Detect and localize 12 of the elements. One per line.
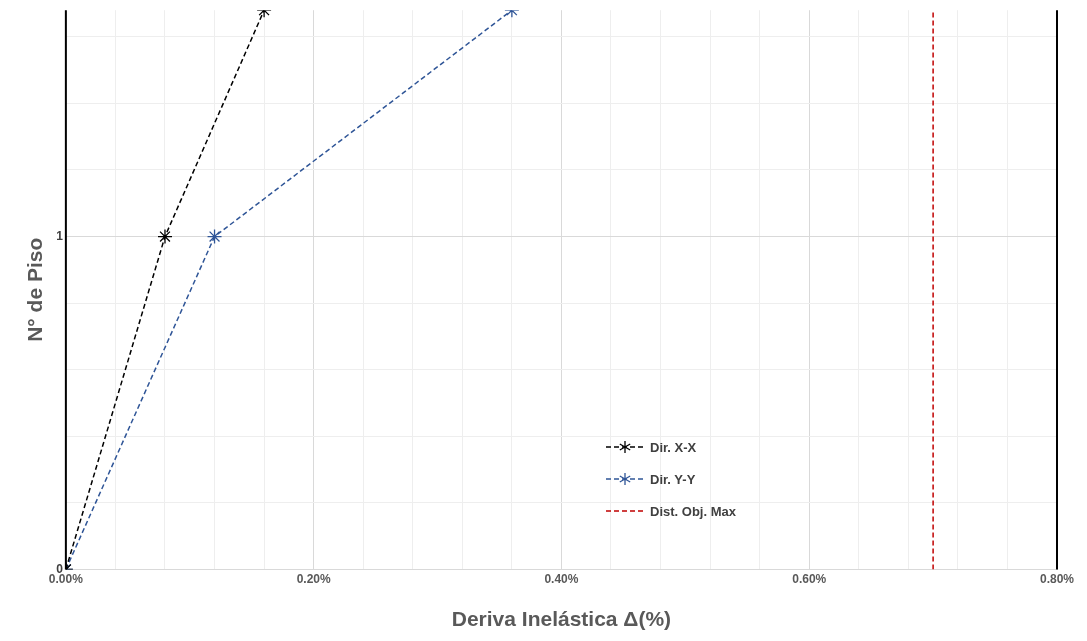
legend-label: Dist. Obj. Max: [650, 503, 736, 519]
legend-label: Dir. Y-Y: [650, 471, 696, 487]
point: [157, 228, 173, 245]
y-tick-label: 1: [56, 228, 64, 243]
legend-label: Dir. X-X: [650, 439, 697, 455]
x-tick-label: 0.40%: [544, 571, 579, 586]
x-tick-label: 0.20%: [296, 571, 331, 586]
x-tick-label: 0.80%: [1039, 571, 1075, 586]
point: [206, 228, 223, 245]
x-tick-label: 0.60%: [792, 571, 827, 586]
y-axis-title: N° de Piso: [23, 237, 47, 342]
x-axis-title: Deriva Inelástica Δ(%): [451, 607, 672, 631]
